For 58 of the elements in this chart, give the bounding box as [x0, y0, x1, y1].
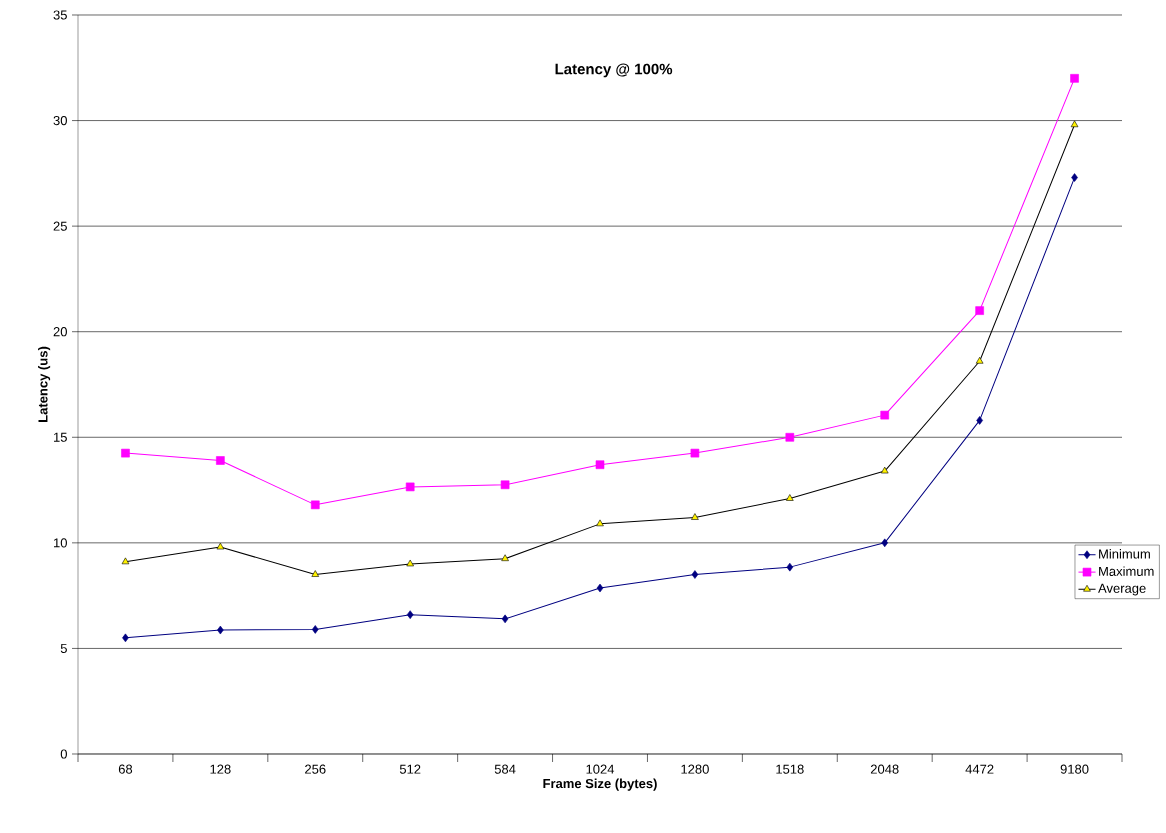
point [121, 448, 130, 458]
x-tick-label: 256 [305, 764, 326, 774]
point [311, 570, 320, 577]
text: Latency @ 100% [555, 63, 673, 78]
point [501, 554, 509, 561]
point [880, 466, 889, 474]
point [691, 570, 699, 579]
x-axis-title: Frame Size (bytes) [543, 778, 657, 791]
point [121, 557, 130, 565]
x-tick-label: 2048 [870, 764, 899, 774]
point [500, 480, 510, 490]
point [501, 614, 509, 624]
y-tick-label: 0 [60, 749, 67, 759]
x-tick-label: 4472 [965, 764, 994, 774]
point [311, 625, 319, 634]
legend-label: Average [1098, 583, 1146, 596]
point [786, 494, 794, 501]
point [595, 460, 605, 470]
point [1071, 173, 1078, 182]
y-tick-label: 25 [53, 221, 67, 231]
y-tick-label: 5 [60, 643, 67, 653]
x-tick-label: 1024 [586, 764, 615, 774]
point [1070, 74, 1079, 83]
point [975, 306, 984, 315]
point [216, 456, 225, 465]
x-tick-label: 512 [399, 764, 421, 774]
point [786, 562, 794, 572]
point [405, 482, 415, 492]
point [785, 432, 795, 442]
point [216, 542, 225, 550]
y-tick-label: 10 [54, 538, 67, 548]
point [690, 448, 700, 458]
point [975, 356, 984, 364]
point [406, 610, 414, 619]
legend-label: Maximum [1099, 566, 1154, 576]
y-tick-label: 20 [53, 327, 67, 337]
point [122, 633, 129, 643]
point [881, 538, 889, 548]
point [880, 410, 890, 420]
x-tick-label: 1280 [681, 764, 709, 774]
point [310, 500, 320, 510]
point [691, 513, 699, 520]
point [596, 583, 604, 593]
y-tick-label: 30 [53, 115, 67, 126]
x-tick-label: 68 [118, 764, 133, 774]
point [976, 416, 983, 425]
y-tick-label: 35 [53, 10, 67, 20]
point [217, 625, 224, 635]
y-axis-title: Latency (us) [38, 346, 51, 422]
x-tick-label: 584 [494, 764, 516, 774]
x-tick-label: 9180 [1060, 764, 1089, 774]
x-tick-label: 1518 [776, 764, 804, 774]
x-tick-label: 128 [210, 764, 231, 774]
point [406, 559, 414, 567]
point [1070, 120, 1079, 128]
legend-label: Minimum [1099, 549, 1150, 559]
y-tick-label: 15 [54, 432, 67, 442]
point [596, 519, 604, 527]
